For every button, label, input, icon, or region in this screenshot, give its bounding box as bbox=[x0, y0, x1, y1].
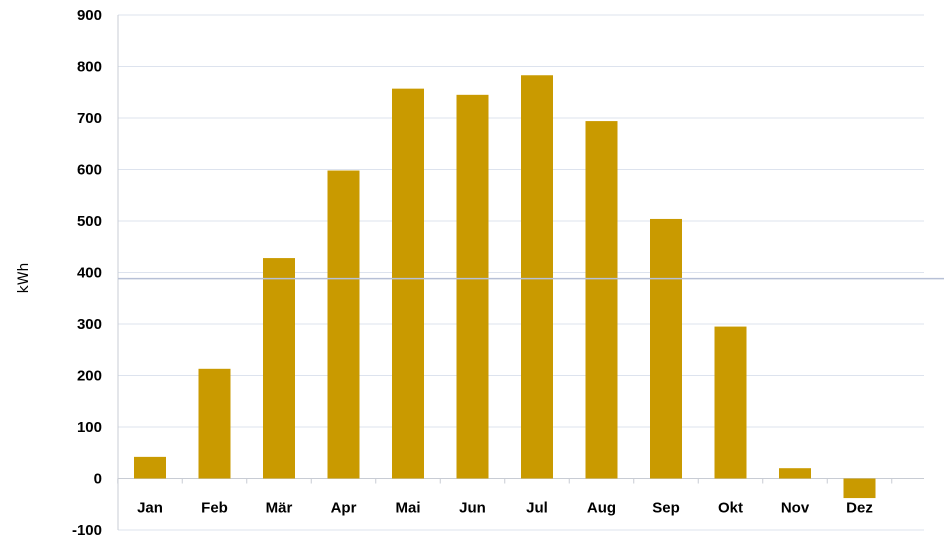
x-tick-label: Mai bbox=[395, 500, 420, 517]
x-tick-label: Jan bbox=[137, 500, 163, 517]
x-tick-label: Jul bbox=[526, 500, 548, 517]
y-tick-label: 300 bbox=[77, 316, 102, 333]
y-tick-label: 900 bbox=[77, 7, 102, 24]
bar-Feb bbox=[198, 368, 231, 479]
y-tick-label: 600 bbox=[77, 162, 102, 179]
x-tick-label: Dez bbox=[846, 500, 873, 517]
bar-Nov bbox=[779, 468, 811, 479]
bar-Apr bbox=[327, 170, 360, 479]
bar-Sep bbox=[650, 218, 682, 479]
bar-Aug bbox=[585, 121, 618, 479]
x-tick-label: Feb bbox=[201, 500, 228, 517]
y-tick-label: 0 bbox=[94, 471, 102, 488]
x-tick-label: Mär bbox=[266, 500, 293, 517]
x-tick-label: Aug bbox=[587, 500, 616, 517]
y-tick-label: 500 bbox=[77, 213, 102, 230]
y-tick-label: 700 bbox=[77, 110, 102, 127]
x-tick-label: Apr bbox=[331, 500, 357, 517]
bar-Dez bbox=[843, 478, 876, 499]
y-tick-label: 800 bbox=[77, 59, 102, 76]
x-tick-label: Jun bbox=[459, 500, 486, 517]
x-tick-label: Sep bbox=[652, 500, 680, 517]
x-tick-labels: Jan Feb Mär Apr Mai Jun Jul Aug Sep Okt Nov Dez bbox=[137, 500, 873, 517]
y-tick-label: 200 bbox=[77, 368, 102, 385]
y-tick-labels: -100 0 100 200 300 400 500 600 700 800 900 bbox=[72, 7, 102, 539]
bar-Mär bbox=[263, 258, 295, 479]
x-tick-label: Nov bbox=[781, 500, 810, 517]
bar-Mai bbox=[392, 88, 424, 479]
y-tick-label: 100 bbox=[77, 419, 102, 436]
bars bbox=[134, 75, 876, 499]
bar-Jul bbox=[521, 75, 553, 479]
bar-Okt bbox=[714, 326, 747, 479]
x-tick-label: Okt bbox=[718, 500, 743, 517]
bar-Jun bbox=[456, 94, 489, 479]
y-axis-label: kWh bbox=[16, 263, 32, 294]
y-tick-label: -100 bbox=[72, 522, 102, 539]
bar-Jan bbox=[134, 456, 166, 479]
y-tick-label: 400 bbox=[77, 265, 102, 282]
